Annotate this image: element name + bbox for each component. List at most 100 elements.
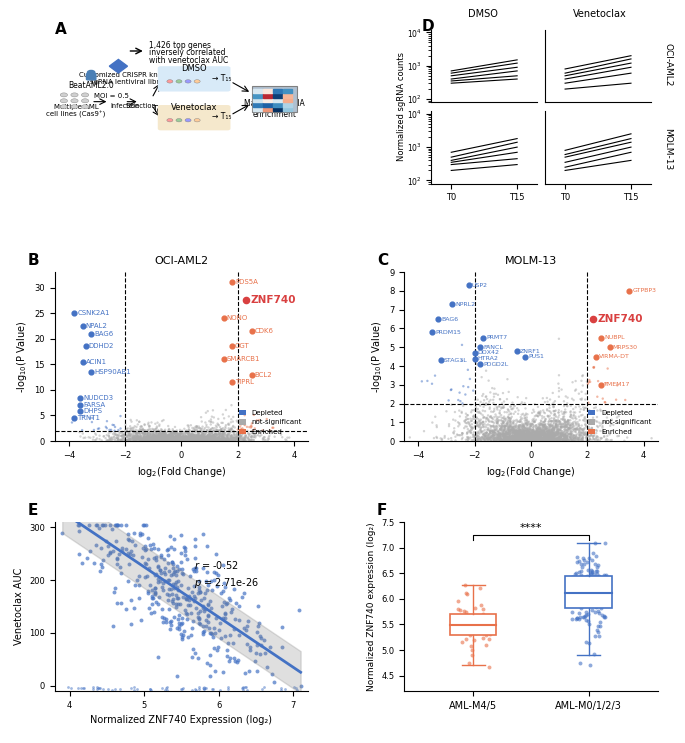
Point bbox=[209, 429, 220, 441]
Point bbox=[193, 429, 204, 441]
Point bbox=[163, 435, 174, 447]
Point bbox=[203, 433, 214, 445]
Point bbox=[143, 432, 154, 444]
Point bbox=[540, 422, 551, 434]
Point bbox=[556, 434, 567, 446]
Point bbox=[227, 424, 238, 435]
Point bbox=[198, 434, 209, 446]
Point bbox=[530, 435, 541, 447]
Point bbox=[581, 431, 592, 443]
Point bbox=[521, 433, 532, 445]
Point bbox=[580, 402, 590, 414]
Point bbox=[488, 426, 499, 438]
Point bbox=[179, 435, 190, 447]
Point bbox=[197, 434, 208, 446]
Point bbox=[574, 420, 585, 432]
Point bbox=[174, 431, 185, 443]
Point bbox=[189, 434, 200, 446]
Point bbox=[471, 628, 482, 640]
Point bbox=[532, 429, 543, 441]
Point bbox=[184, 424, 195, 435]
Point bbox=[545, 432, 556, 444]
Point bbox=[489, 424, 500, 436]
Point bbox=[503, 431, 514, 443]
Point bbox=[216, 425, 227, 437]
Point bbox=[184, 434, 195, 446]
Point bbox=[198, 433, 209, 445]
Point bbox=[138, 427, 149, 439]
Point bbox=[92, 684, 103, 695]
Point bbox=[546, 424, 557, 436]
Point bbox=[140, 427, 151, 439]
Point bbox=[492, 435, 503, 447]
Point bbox=[188, 643, 199, 655]
Point bbox=[493, 432, 504, 444]
Point bbox=[201, 426, 212, 438]
Point bbox=[150, 551, 161, 562]
Point bbox=[497, 428, 508, 440]
Text: OGT: OGT bbox=[235, 343, 249, 349]
Point bbox=[151, 435, 162, 447]
Point bbox=[158, 428, 169, 440]
Point bbox=[594, 591, 605, 603]
Point bbox=[575, 426, 586, 438]
Point bbox=[248, 434, 259, 446]
Point bbox=[527, 435, 538, 447]
Text: A: A bbox=[55, 22, 66, 37]
Point bbox=[160, 426, 171, 438]
Point bbox=[590, 433, 601, 445]
Point bbox=[227, 433, 238, 445]
Point bbox=[192, 429, 203, 441]
Point bbox=[519, 431, 530, 443]
Point bbox=[149, 431, 160, 443]
Point bbox=[160, 431, 171, 443]
Point bbox=[530, 416, 540, 428]
Point bbox=[172, 431, 183, 443]
Point bbox=[600, 426, 611, 438]
Point bbox=[128, 527, 139, 539]
Point bbox=[180, 433, 191, 445]
Point bbox=[120, 429, 131, 441]
Point bbox=[209, 435, 220, 447]
Point bbox=[590, 558, 601, 570]
Point bbox=[488, 429, 499, 441]
Point bbox=[494, 431, 505, 443]
Point bbox=[477, 405, 488, 417]
Point bbox=[520, 434, 531, 446]
Point bbox=[501, 432, 512, 444]
Point bbox=[200, 587, 211, 599]
Point bbox=[240, 624, 251, 636]
Point bbox=[494, 428, 505, 440]
Point bbox=[210, 425, 221, 437]
Point bbox=[574, 613, 585, 625]
Point bbox=[465, 629, 476, 640]
Point bbox=[592, 568, 603, 580]
Point bbox=[565, 406, 576, 418]
Point bbox=[186, 607, 197, 619]
Point bbox=[170, 434, 181, 446]
Point bbox=[560, 430, 571, 442]
Point bbox=[175, 435, 186, 447]
Point bbox=[220, 431, 231, 443]
Point bbox=[180, 426, 191, 438]
Point bbox=[193, 435, 204, 447]
Point bbox=[141, 432, 152, 444]
Point bbox=[199, 432, 210, 444]
Point bbox=[192, 429, 203, 441]
Point bbox=[187, 425, 198, 437]
Point bbox=[446, 435, 457, 447]
Point bbox=[595, 591, 606, 603]
Point bbox=[526, 435, 537, 447]
Point bbox=[512, 415, 523, 427]
Point bbox=[569, 423, 580, 435]
Point bbox=[216, 433, 227, 445]
Point bbox=[182, 434, 193, 446]
Point bbox=[182, 435, 192, 447]
Point bbox=[211, 435, 222, 447]
Point bbox=[85, 412, 96, 424]
Point bbox=[547, 424, 558, 435]
Text: DDX42: DDX42 bbox=[477, 351, 499, 355]
Point bbox=[125, 432, 136, 444]
Point bbox=[158, 432, 169, 444]
Point bbox=[522, 430, 533, 442]
